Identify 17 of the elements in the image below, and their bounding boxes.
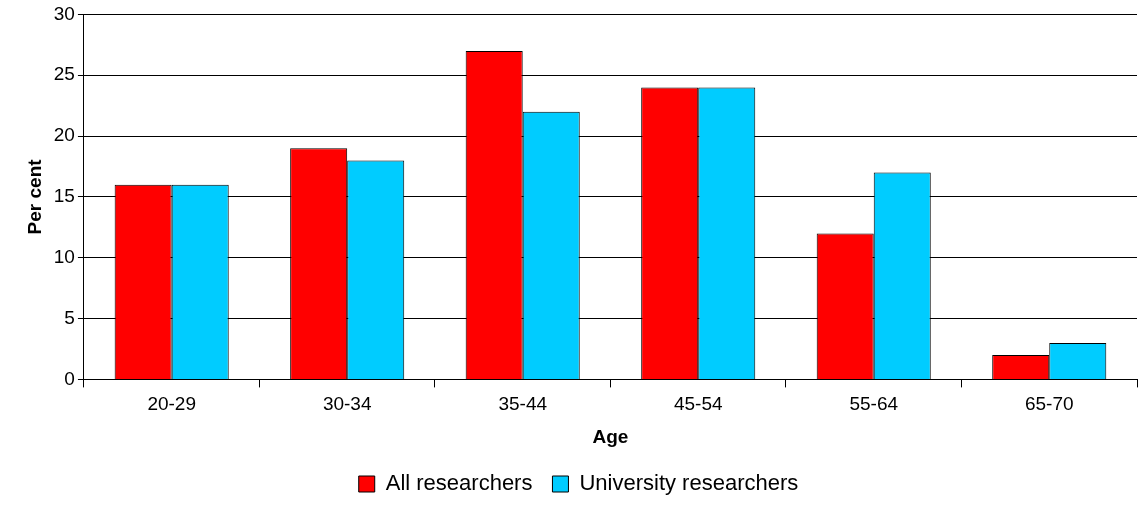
- y-tick-label: 15: [53, 185, 75, 207]
- x-tick-label: 20-29: [147, 393, 196, 415]
- x-tick-label: 65-70: [1024, 393, 1074, 415]
- x-tick-label: 30-34: [322, 393, 372, 415]
- y-tick-label: 0: [64, 367, 75, 389]
- x-axis-title: Age: [592, 425, 629, 447]
- x-tick-label: 45-54: [673, 393, 723, 415]
- y-tick-label: 30: [53, 2, 75, 24]
- y-tick-label: 25: [53, 63, 75, 85]
- y-tick-label: 20: [53, 124, 75, 146]
- x-tick-label: 55-64: [849, 393, 899, 415]
- y-tick-label: 10: [53, 245, 75, 267]
- legend-label: University researchers: [579, 470, 799, 496]
- legend-label: All researchers: [385, 470, 533, 496]
- x-tick-label: 35-44: [498, 393, 548, 415]
- y-tick-label: 5: [64, 306, 75, 328]
- y-axis-title: Per cent: [23, 158, 45, 235]
